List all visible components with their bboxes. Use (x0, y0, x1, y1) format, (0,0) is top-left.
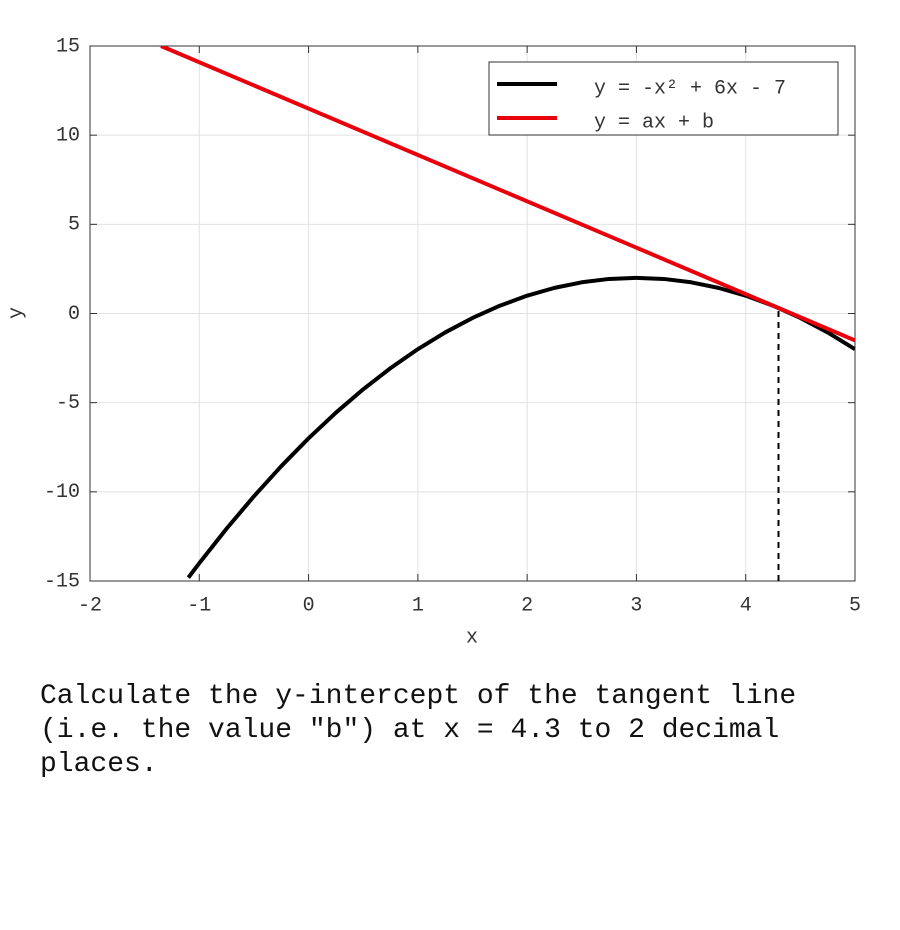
y-tick-label: -15 (44, 570, 80, 593)
x-tick-label: 3 (630, 594, 642, 617)
y-tick-label: 0 (68, 303, 80, 326)
x-axis-label: x (466, 626, 478, 649)
plot-frame (89, 45, 856, 582)
x-tick-label: 5 (849, 594, 861, 617)
legend-label: y = -x² + 6x - 7 (594, 77, 786, 100)
x-tick-label: -1 (187, 594, 211, 617)
question: Calculate the y-intercept of the tangent… (40, 681, 797, 780)
series-line (160, 46, 855, 343)
x-tick-label: -2 (78, 594, 102, 617)
x-tick-label: 0 (303, 594, 315, 617)
x-tick-label: 2 (521, 594, 533, 617)
y-tick-label: 5 (68, 214, 80, 237)
y-tick-label: 15 (56, 35, 80, 58)
y-tick-label: -10 (44, 481, 80, 504)
x-tick-label: 1 (412, 594, 424, 617)
legend-label: y = ax + b (594, 111, 714, 134)
series-line (186, 275, 855, 579)
legend-box (488, 61, 839, 136)
y-axis-label: y (5, 307, 28, 319)
plot-area (160, 46, 855, 581)
x-tick-label: 4 (740, 594, 752, 617)
y-tick-label: 10 (56, 124, 80, 147)
y-tick-label: -5 (56, 392, 80, 415)
